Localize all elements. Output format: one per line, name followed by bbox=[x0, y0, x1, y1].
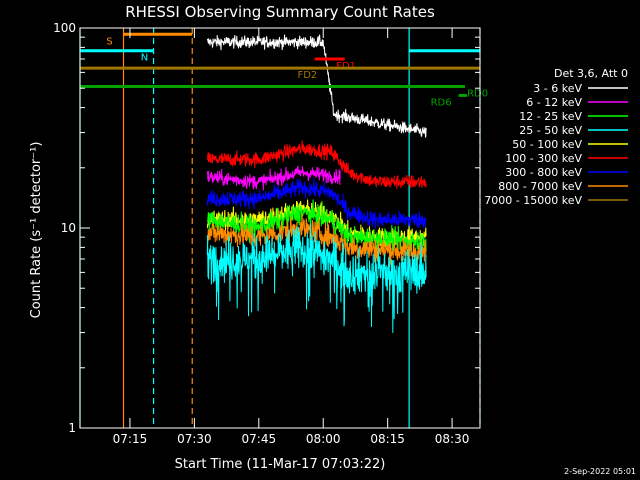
legend-label-1: 6 - 12 keV bbox=[526, 96, 582, 109]
legend-label-3: 25 - 50 keV bbox=[519, 124, 582, 137]
legend-label-7: 800 - 7000 keV bbox=[498, 180, 582, 193]
x-tick-label-1: 07:30 bbox=[177, 432, 212, 446]
state-bar-label-6: RD6 bbox=[431, 97, 452, 108]
legend-label-8: 7000 - 15000 keV bbox=[484, 194, 582, 207]
y-tick-label-2: 100 bbox=[53, 21, 76, 35]
state-bar-label-4: FD2 bbox=[297, 70, 317, 81]
x-axis-label: Start Time (11-Mar-17 07:03:22) bbox=[175, 457, 386, 472]
legend-label-6: 300 - 800 keV bbox=[505, 166, 582, 179]
legend-label-2: 12 - 25 keV bbox=[519, 110, 582, 123]
series-line-3 bbox=[206, 177, 427, 229]
chart-title: RHESSI Observing Summary Count Rates bbox=[125, 3, 435, 21]
x-tick-label-4: 08:15 bbox=[370, 432, 405, 446]
legend-label-4: 50 - 100 keV bbox=[512, 138, 582, 151]
series-line-7 bbox=[206, 223, 427, 333]
legend-title: Det 3,6, Att 0 bbox=[554, 67, 628, 80]
y-tick-label-0: 1 bbox=[68, 421, 76, 435]
series-line-6 bbox=[206, 213, 427, 268]
legend-label-5: 100 - 300 keV bbox=[505, 152, 582, 165]
series-line-1 bbox=[206, 140, 427, 190]
x-tick-label-2: 07:45 bbox=[242, 432, 277, 446]
series-line-5 bbox=[206, 199, 427, 256]
x-tick-label-5: 08:30 bbox=[435, 432, 470, 446]
state-bars: S N FD1 FD2 RD0 RD6 bbox=[80, 32, 488, 108]
legend-label-0: 3 - 6 keV bbox=[533, 82, 582, 95]
state-bar-label-5: RD0 bbox=[467, 88, 488, 99]
series-line-0 bbox=[206, 34, 427, 139]
state-bar-label-0: S bbox=[106, 36, 112, 47]
y-axis-label: Count Rate (s⁻¹ detector⁻¹) bbox=[29, 142, 44, 319]
plot-frame bbox=[79, 27, 481, 429]
x-tick-label-3: 08:00 bbox=[306, 432, 341, 446]
x-tick-label-0: 07:15 bbox=[113, 432, 148, 446]
footer-date: 2-Sep-2022 05:01 bbox=[564, 467, 636, 476]
y-tick-label-1: 10 bbox=[61, 221, 76, 235]
series-line-2 bbox=[206, 165, 341, 191]
state-bar-label-1: N bbox=[141, 53, 148, 64]
state-bar-label-3: FD1 bbox=[336, 61, 356, 72]
series-layer bbox=[206, 34, 427, 333]
tick-labels: 07:15 07:30 07:45 08:00 08:15 08:30 1 10 100 bbox=[53, 21, 469, 446]
